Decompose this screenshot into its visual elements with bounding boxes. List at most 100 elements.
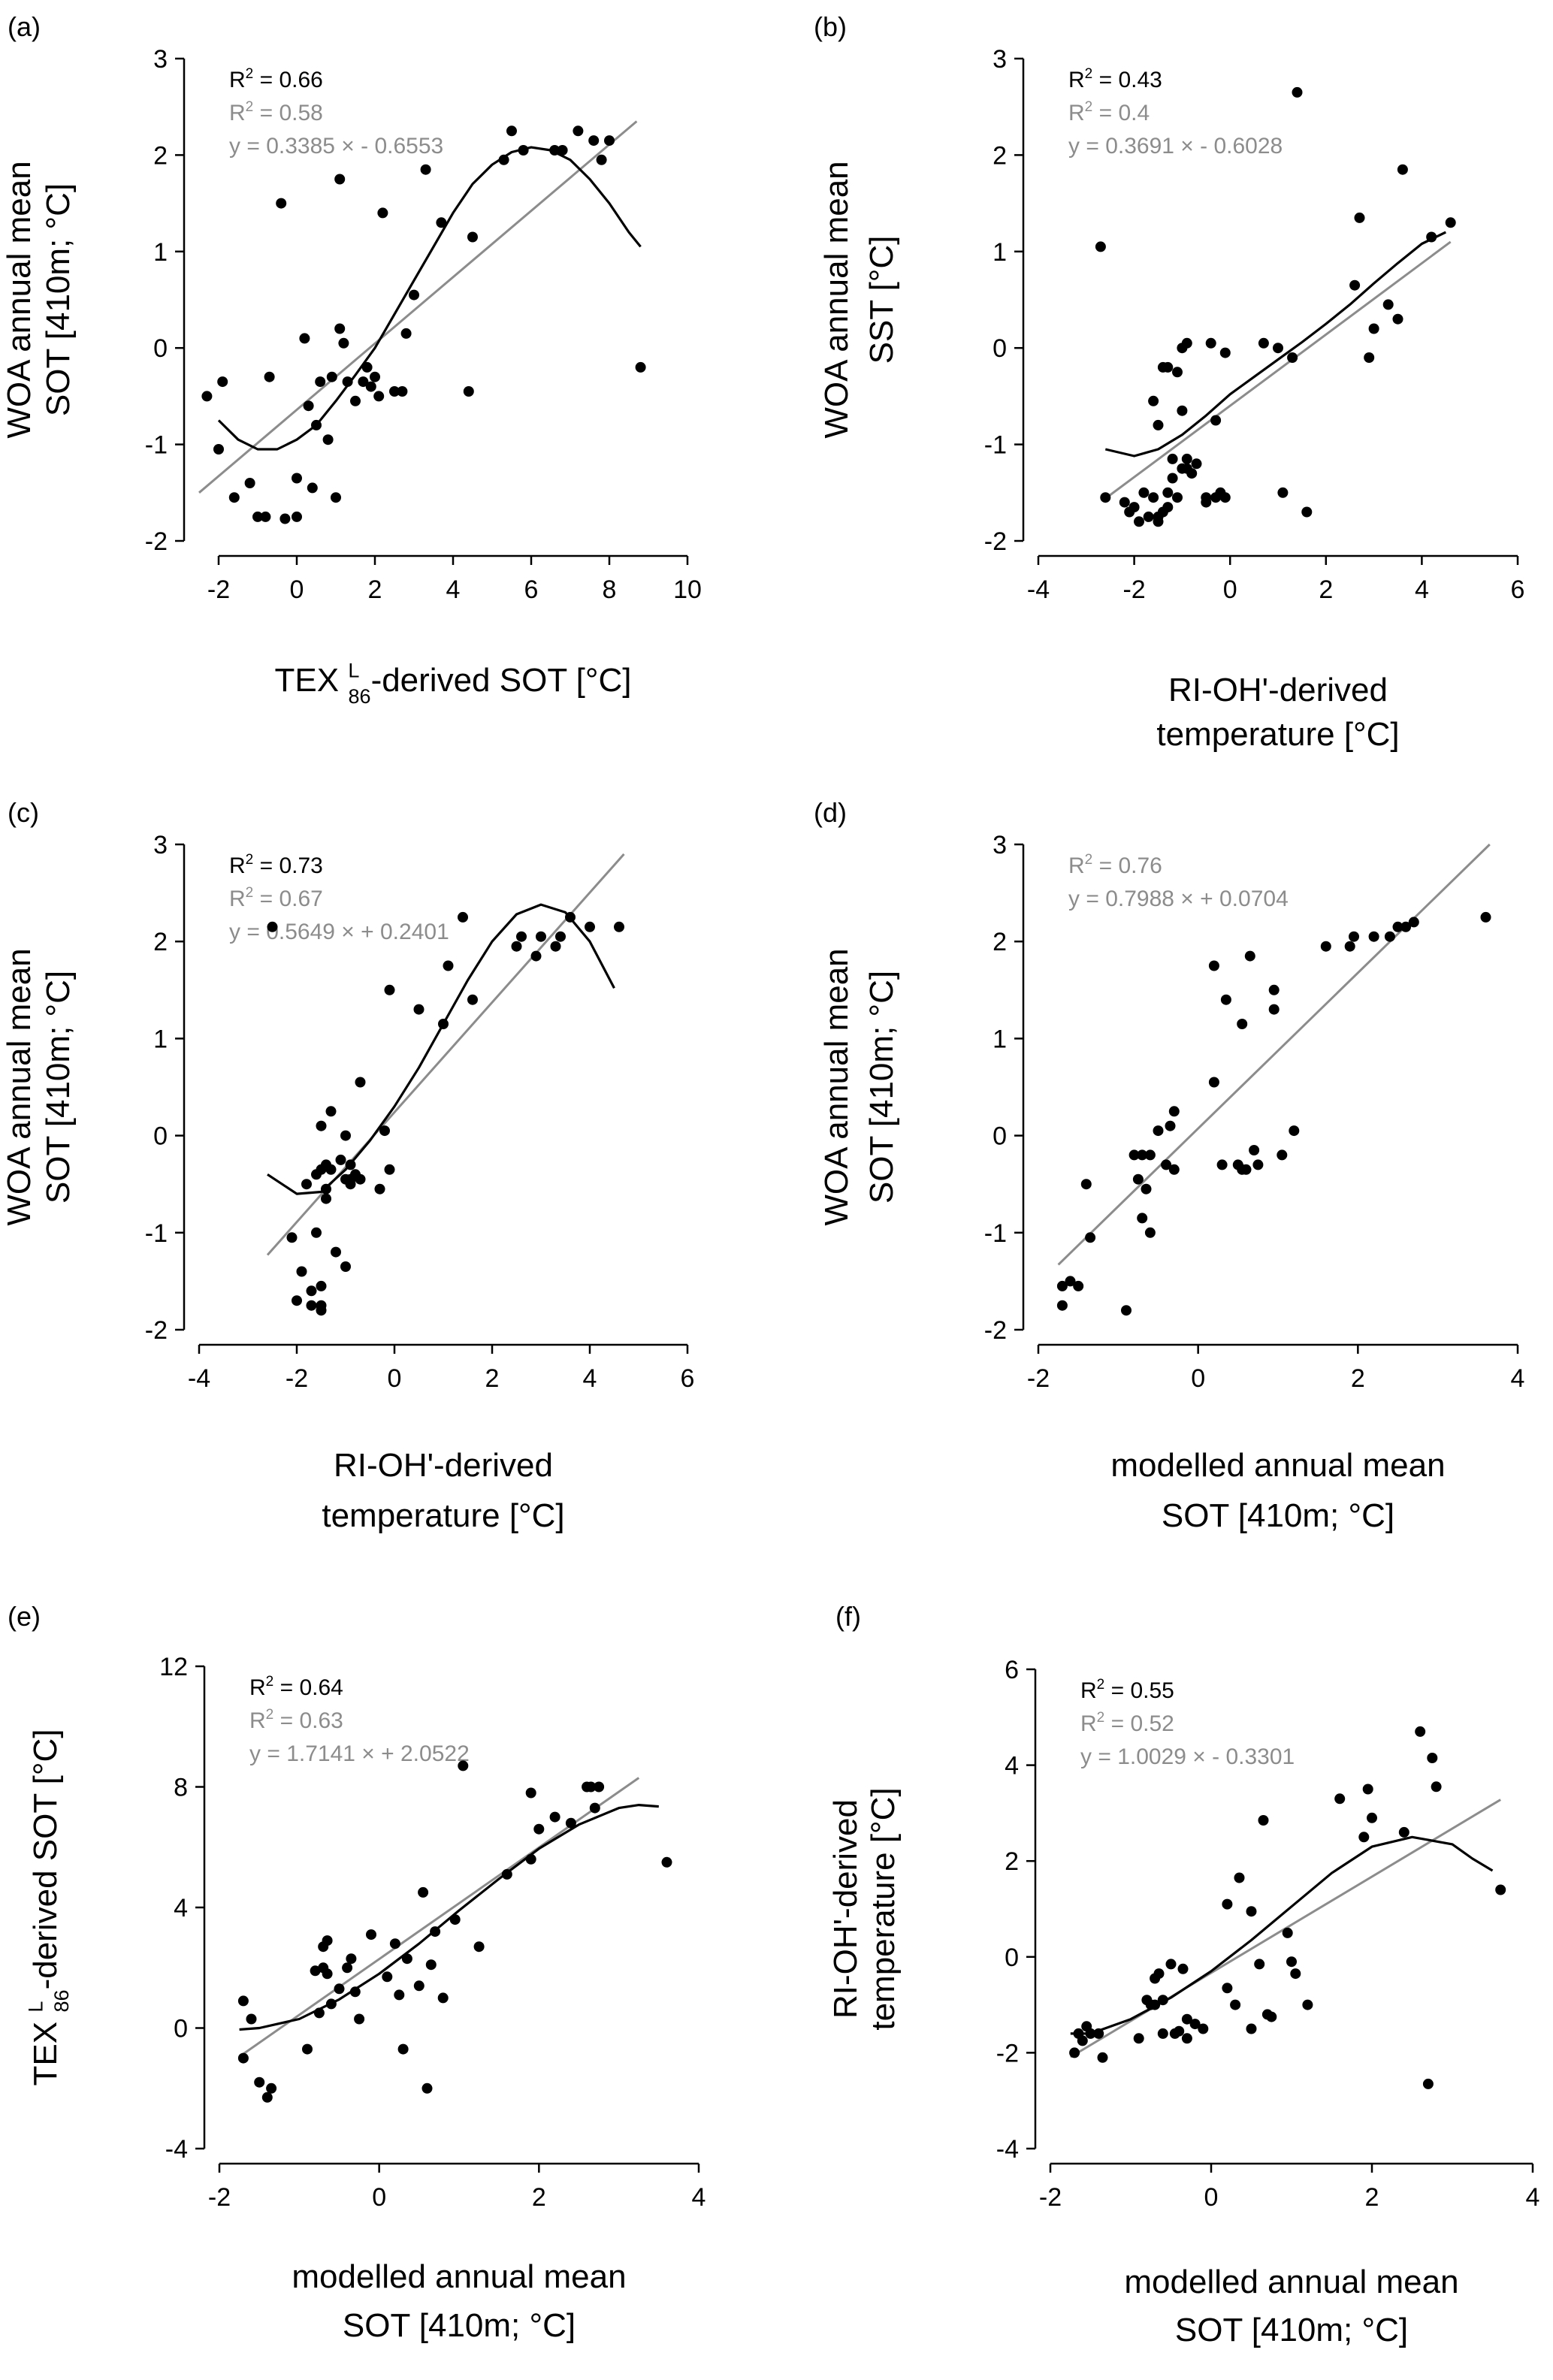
data-point (1334, 1793, 1346, 1805)
data-point (316, 1280, 327, 1291)
r-squared-value: = 0.73 (253, 853, 323, 878)
data-point (1128, 1149, 1140, 1161)
y-tick-label: -2 (996, 2039, 1019, 2067)
data-point (473, 1941, 485, 1953)
panel-e: (e) -4 0 4 8 12 -2 0 2 4 modelled annual mean SOT [… (8, 1601, 705, 2344)
y-tick-label: -1 (145, 431, 168, 460)
data-point (1427, 1753, 1438, 1763)
data-point (379, 1125, 390, 1137)
r-squared-superscript: 2 (1097, 1710, 1105, 1726)
data-point (614, 921, 624, 932)
data-point (565, 911, 576, 923)
panel-label: (a) (8, 11, 41, 42)
polynomial-fit-curve (239, 1804, 659, 2031)
data-point (1408, 917, 1419, 928)
y-tick-label: 4 (1005, 1752, 1019, 1780)
data-point (1240, 1164, 1252, 1175)
r-squared-superscript: 2 (246, 66, 254, 82)
stats-annotation: y = 0.3691 × - 0.6028 (1068, 134, 1283, 159)
data-point (389, 1938, 400, 1950)
x-tick-label: -2 (207, 575, 230, 604)
data-point (1133, 2033, 1144, 2044)
stats-annotation: y = 0.3385 × - 0.6553 (229, 134, 443, 159)
data-point (296, 1266, 307, 1277)
data-point (458, 911, 468, 923)
data-point (261, 2092, 273, 2103)
stats-annotation: y = 1.7141 × + 2.0522 (249, 1741, 470, 1766)
data-point (334, 323, 346, 334)
x-tick-label: 2 (1319, 575, 1333, 604)
data-point (1085, 2028, 1096, 2039)
data-point (585, 921, 595, 932)
r-squared-label: R (229, 68, 246, 92)
data-point (340, 1130, 351, 1141)
data-point (1445, 217, 1456, 228)
data-point (1157, 1995, 1168, 2006)
r-squared-value: = 0.76 (1092, 853, 1162, 878)
data-point (326, 371, 337, 382)
data-point (1121, 1305, 1132, 1316)
data-point (1085, 1232, 1096, 1243)
stats-annotation: R2 = 0.64 (249, 1674, 343, 1700)
data-point (1254, 1959, 1265, 1970)
y-tick-label: 2 (153, 141, 168, 170)
x-axis-label: modelled annual mean (1110, 1447, 1445, 1484)
data-point (525, 1787, 536, 1799)
data-point (201, 391, 213, 402)
data-point (307, 482, 318, 494)
data-point (1252, 1159, 1264, 1170)
data-point (1289, 1125, 1300, 1137)
x-tick-label: 2 (368, 575, 382, 604)
data-point (292, 473, 302, 484)
data-point (1056, 1300, 1068, 1311)
x-tick-label: -4 (1027, 575, 1050, 604)
data-point (1302, 1999, 1313, 2010)
y-tick-label: -2 (984, 527, 1007, 556)
y-tick-label: 1 (153, 1025, 168, 1053)
polynomial-fit-curve (217, 146, 642, 451)
regression-equation: y = 0.7988 × + 0.0704 (1068, 886, 1289, 911)
regression-equation: y = 1.7141 × + 2.0522 (249, 1741, 470, 1766)
x-tick-label: -2 (1122, 575, 1145, 604)
stats-annotation: R2 = 0.73 (229, 852, 323, 878)
stats-annotation: R2 = 0.4 (1068, 99, 1150, 125)
x-axis-label: TEX L 86-derived SOT [°C] (275, 660, 632, 708)
data-point (1128, 502, 1140, 513)
data-point (1181, 453, 1192, 464)
data-point (400, 328, 412, 339)
data-point (533, 1823, 545, 1835)
x-tick-label: 6 (681, 1364, 695, 1393)
data-point (1097, 2052, 1108, 2063)
data-point (1222, 1983, 1233, 1994)
data-point (246, 2013, 257, 2025)
data-point (1181, 337, 1192, 349)
data-point (331, 492, 341, 503)
data-point (1165, 1959, 1177, 1970)
data-point (1186, 468, 1198, 479)
data-point (1354, 212, 1365, 223)
y-tick-label: 3 (153, 45, 168, 74)
y-tick-label: 2 (1005, 1847, 1019, 1876)
data-point (1480, 911, 1491, 923)
y-tick-label: 0 (993, 1122, 1007, 1151)
r-squared-value: = 0.63 (273, 1708, 343, 1733)
data-point (254, 2076, 265, 2088)
data-point (342, 1962, 353, 1974)
data-point (413, 1980, 425, 1992)
data-point (549, 1811, 560, 1823)
data-point (1137, 1149, 1148, 1161)
data-point (1368, 931, 1379, 942)
data-point (292, 511, 302, 522)
x-axis-label-superscript: L (348, 660, 359, 682)
data-point (366, 1929, 376, 1941)
stats-annotation: R2 = 0.63 (249, 1707, 343, 1733)
data-point (1368, 323, 1379, 334)
x-tick-label: 4 (1526, 2183, 1540, 2212)
data-point (1167, 453, 1178, 464)
y-tick-label: 1 (153, 238, 168, 267)
r-squared-value: = 0.43 (1092, 68, 1162, 92)
regression-equation: y = 1.0029 × - 0.3301 (1080, 1744, 1295, 1769)
data-point (306, 1285, 317, 1297)
data-point (1153, 419, 1164, 430)
data-point (1148, 492, 1159, 503)
